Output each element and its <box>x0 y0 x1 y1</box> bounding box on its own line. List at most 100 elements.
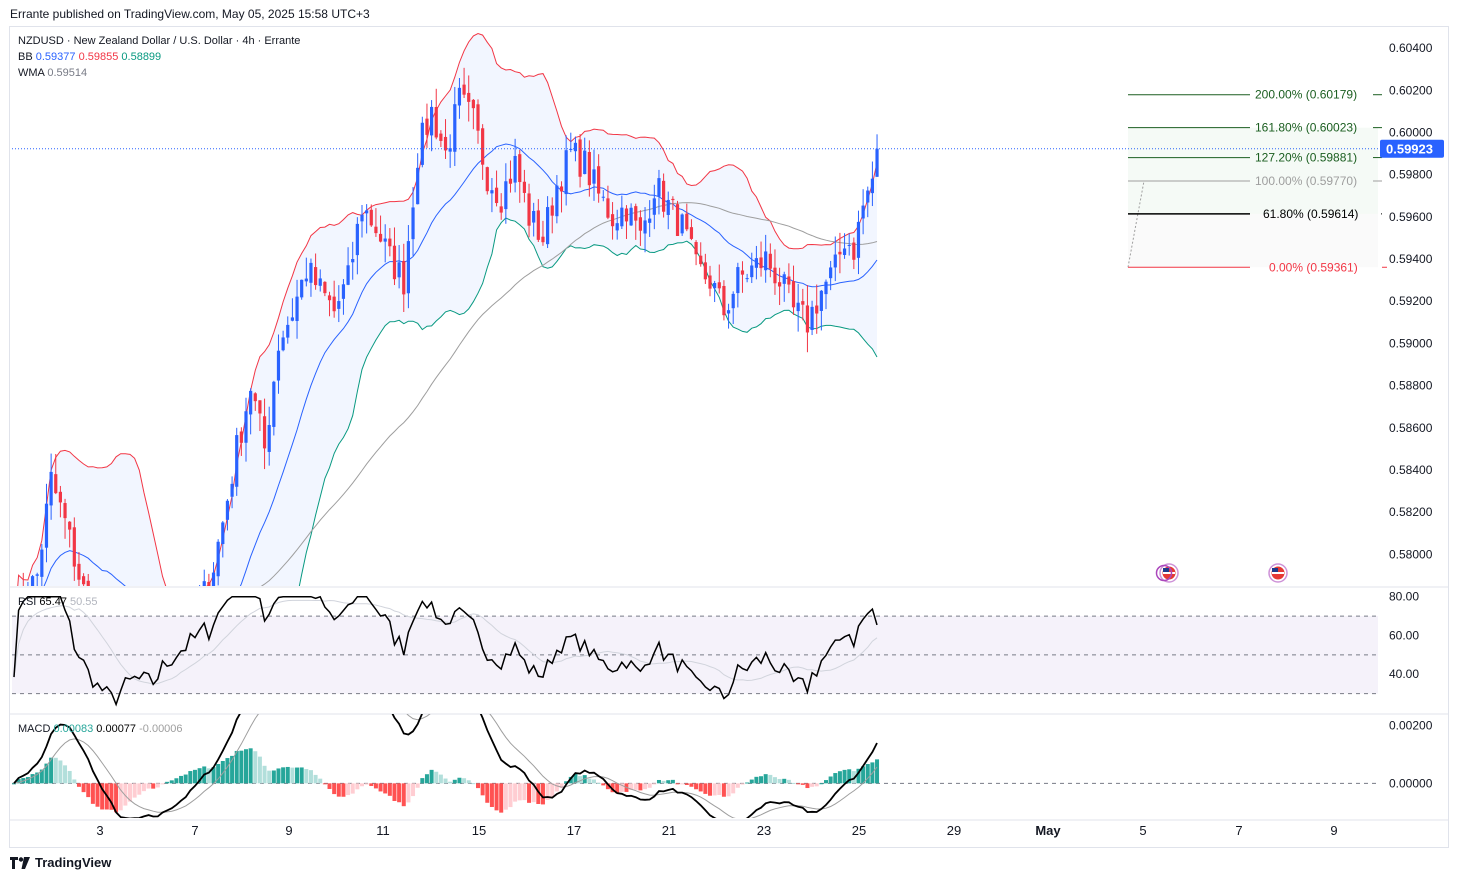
macd-hist-bar <box>67 770 72 784</box>
candle <box>638 210 642 246</box>
candle-body <box>351 259 355 263</box>
macd-hist-bar <box>652 783 657 785</box>
legend-macd[interactable]: MACD 0.00083 0.00077 -0.00006 <box>18 721 183 737</box>
macd-hist-bar <box>503 783 508 810</box>
candle-body <box>341 284 346 299</box>
chart-frame[interactable] <box>9 26 1449 848</box>
candle <box>341 279 346 315</box>
macd-hist-bar <box>174 778 179 784</box>
candle <box>736 262 740 308</box>
candle <box>262 398 267 470</box>
candle <box>796 283 800 332</box>
candle-body <box>689 227 694 239</box>
candle <box>583 137 587 175</box>
candle <box>22 572 24 586</box>
candle-body <box>439 133 443 141</box>
candle <box>861 189 865 235</box>
legend-bb[interactable]: BB 0.59377 0.59855 0.58899 <box>18 49 300 65</box>
time-axis-tick: 5 <box>1139 823 1146 838</box>
candle-body <box>657 178 661 197</box>
candle-body <box>829 267 833 279</box>
candle-body <box>481 128 485 165</box>
macd-hist-bar <box>786 779 791 784</box>
candle <box>207 573 211 586</box>
candle <box>309 258 313 297</box>
candle <box>383 224 387 263</box>
candle <box>652 184 656 230</box>
macd-hist-bar <box>540 783 545 805</box>
legend-main: NZDUSD · New Zealand Dollar / U.S. Dolla… <box>18 33 300 81</box>
macd-hist-bar <box>239 750 244 784</box>
candle-body <box>360 214 364 222</box>
price-axis-tick: 0.59000 <box>1389 336 1433 350</box>
candle-body <box>300 279 304 298</box>
candle-body <box>536 210 540 240</box>
legend-wma[interactable]: WMA 0.59514 <box>18 65 300 81</box>
macd-hist-bar <box>754 776 759 784</box>
candle-body <box>648 218 652 223</box>
candle-body <box>652 198 656 215</box>
price-axis-tick: 0.58600 <box>1389 421 1433 435</box>
candle-body <box>193 604 196 608</box>
macd-hist-bar <box>406 783 411 803</box>
candle <box>392 227 397 286</box>
candle <box>532 202 536 237</box>
candle <box>787 263 791 294</box>
bb-lower-line <box>298 217 878 586</box>
time-axis-tick: 7 <box>1235 823 1242 838</box>
candle-body <box>815 305 819 314</box>
macd-hist-bar <box>670 779 675 784</box>
macd-hist-bar <box>666 780 671 784</box>
candle <box>239 427 243 456</box>
macd-hist-bar <box>596 782 601 784</box>
footer-brand[interactable]: TradingView <box>10 855 111 870</box>
macd-hist-bar <box>550 783 555 798</box>
macd-hist-bar <box>290 767 295 784</box>
macd-hist-bar <box>494 783 499 811</box>
candle <box>457 78 462 119</box>
candle-body <box>569 148 573 150</box>
candle <box>620 195 624 230</box>
legend-wma-label: WMA <box>18 67 45 79</box>
macd-line <box>13 714 878 818</box>
candle-body <box>443 136 448 151</box>
macd-hist-bar <box>72 779 77 784</box>
macd-hist-bar <box>619 783 624 792</box>
macd-hist-bar <box>735 783 740 788</box>
candle <box>494 170 499 207</box>
us-flag-event-icon-behind-ring <box>1155 564 1173 582</box>
candle-body <box>411 207 415 240</box>
candle-body <box>750 265 754 278</box>
macd-hist-bar <box>58 760 63 784</box>
legend-rsi[interactable]: RSI 65.47 50.55 <box>18 594 98 610</box>
candle-body <box>327 295 332 301</box>
macd-hist-bar <box>151 783 156 789</box>
candle-body <box>253 393 257 402</box>
macd-hist-bar <box>805 783 810 789</box>
candle-body <box>513 155 517 183</box>
candle <box>852 237 856 270</box>
candle <box>662 173 666 218</box>
candle-body <box>44 503 49 548</box>
candle <box>462 67 466 98</box>
candle-body <box>620 207 624 227</box>
legend-symbol[interactable]: NZDUSD · New Zealand Dollar / U.S. Dolla… <box>18 35 301 47</box>
macd-hist-bar <box>109 783 114 810</box>
candle <box>624 205 629 239</box>
macd-hist-bar <box>480 783 485 796</box>
macd-hist-bar <box>452 779 457 784</box>
legend-rsi-label: RSI <box>18 596 37 608</box>
macd-hist-bar <box>643 783 648 790</box>
macd-hist-bar <box>749 779 754 784</box>
candle-body <box>685 213 689 230</box>
time-axis-tick: 21 <box>662 823 676 838</box>
candle <box>323 281 327 297</box>
candle <box>708 265 712 297</box>
fib-level-label: 100.00% (0.59770) <box>1255 174 1357 188</box>
macd-hist-bar <box>689 783 694 787</box>
candle-body <box>462 84 466 95</box>
candle-body <box>847 245 851 247</box>
macd-hist-bar <box>559 783 564 789</box>
candle-body <box>198 594 201 606</box>
